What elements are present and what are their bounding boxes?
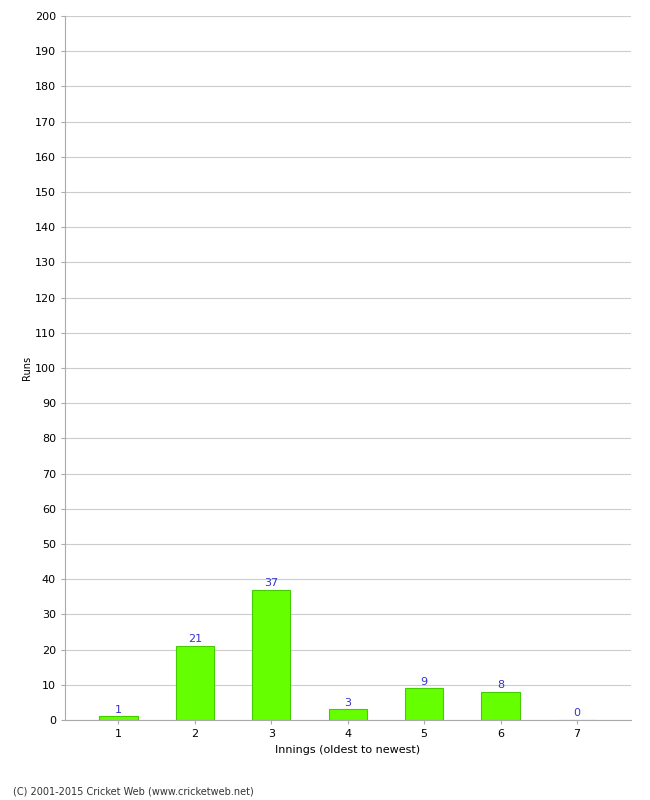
Text: 9: 9: [421, 677, 428, 686]
Text: 1: 1: [115, 705, 122, 714]
X-axis label: Innings (oldest to newest): Innings (oldest to newest): [275, 745, 421, 754]
Bar: [329, 710, 367, 720]
Text: 8: 8: [497, 680, 504, 690]
Text: 21: 21: [188, 634, 202, 644]
Bar: [252, 590, 291, 720]
Bar: [176, 646, 214, 720]
Bar: [405, 688, 443, 720]
Y-axis label: Runs: Runs: [22, 356, 32, 380]
Bar: [482, 692, 520, 720]
Text: 3: 3: [344, 698, 351, 708]
Text: 37: 37: [265, 578, 278, 588]
Bar: [99, 717, 138, 720]
Text: 0: 0: [573, 708, 580, 718]
Text: (C) 2001-2015 Cricket Web (www.cricketweb.net): (C) 2001-2015 Cricket Web (www.cricketwe…: [13, 786, 254, 796]
